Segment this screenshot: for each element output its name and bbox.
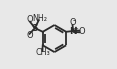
Text: O: O <box>27 15 33 24</box>
Text: O: O <box>78 27 85 36</box>
Text: NH₂: NH₂ <box>32 14 47 23</box>
Text: CH₃: CH₃ <box>35 48 50 57</box>
Text: O: O <box>26 31 33 40</box>
Text: -: - <box>73 16 76 25</box>
Text: O: O <box>69 18 76 27</box>
Text: S: S <box>32 24 38 33</box>
Text: N: N <box>69 27 77 36</box>
Text: +: + <box>72 26 78 32</box>
